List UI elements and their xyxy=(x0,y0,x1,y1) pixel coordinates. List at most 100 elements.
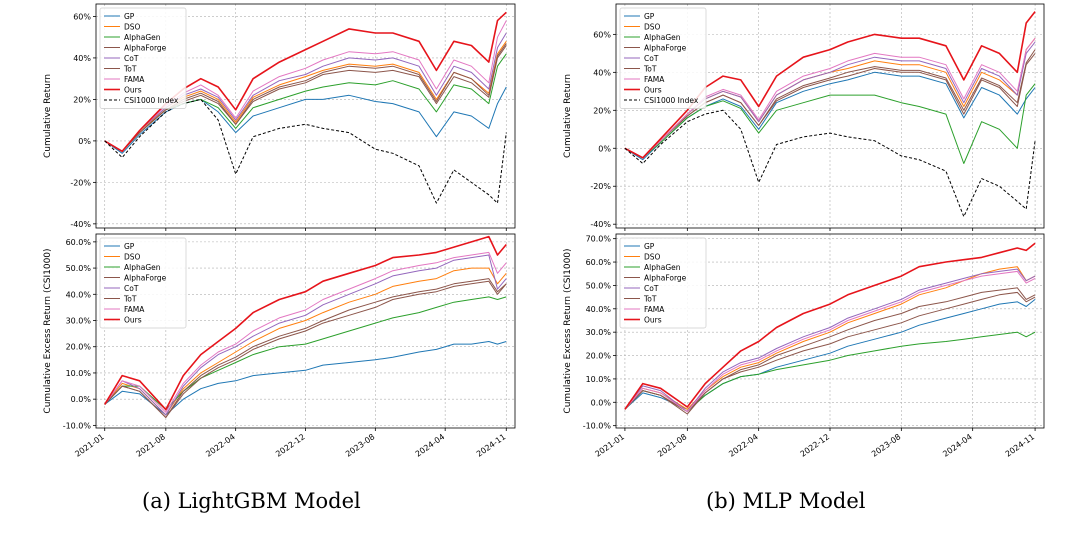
y-tick-label: 20.0% xyxy=(66,343,92,352)
legend-label: AlphaForge xyxy=(644,43,687,52)
y-tick-label: -10.0% xyxy=(583,422,612,431)
legend-label: GP xyxy=(124,242,135,251)
y-tick-label: -20% xyxy=(590,182,611,191)
legend-label: CoT xyxy=(644,284,659,293)
y-tick-label: 30.0% xyxy=(586,328,612,337)
y-tick-label: 20.0% xyxy=(586,352,612,361)
caption-left: (a) LightGBM Model xyxy=(142,489,361,513)
y-tick-label: 60.0% xyxy=(66,238,92,247)
series-line-gp xyxy=(104,341,507,416)
plot-frame xyxy=(95,233,516,429)
legend-label: AlphaForge xyxy=(644,273,687,282)
panel-LightGBM-cumulative: -40% -20% 0% 20% 40% 60% Cumulative Return GPDS… xyxy=(43,3,516,231)
y-tick-label: -10.0% xyxy=(63,421,92,430)
plot-frame xyxy=(615,3,1045,229)
legend-label: Ours xyxy=(124,315,142,324)
legend-label: CoT xyxy=(644,54,659,63)
legend-label: Ours xyxy=(644,85,662,94)
y-tick-label: -20% xyxy=(70,178,91,187)
y-tick-label: 60% xyxy=(73,12,91,21)
x-tick-label: 2022-12 xyxy=(274,432,307,459)
y-axis-label: Cumulative Excess Return (CSI1000) xyxy=(43,248,53,413)
y-tick-label: 0.0% xyxy=(591,398,612,407)
series-line-alphagen xyxy=(624,83,1036,164)
series-line-tot xyxy=(104,278,507,418)
y-axis-label: Cumulative Return xyxy=(563,74,573,158)
legend-label: AlphaGen xyxy=(644,263,681,272)
y-tick-label: 20% xyxy=(593,106,611,115)
legend-label: CoT xyxy=(124,54,139,63)
x-tick-label: 2021-01 xyxy=(594,432,627,459)
legend-label: AlphaGen xyxy=(124,263,161,272)
legend-label: Ours xyxy=(124,85,142,94)
caption-right: (b) MLP Model xyxy=(706,489,866,513)
legend-label: ToT xyxy=(643,294,657,303)
series-line-csi1000-index xyxy=(624,109,1036,218)
panel-LightGBM-excess: -10.0% 0.0% 10.0% 20.0% 30.0% 40.0% 50.0% 60.0%… xyxy=(43,233,516,459)
x-tick-label: 2024-04 xyxy=(941,432,974,459)
y-tick-label: 40.0% xyxy=(66,290,92,299)
series-line-tot xyxy=(624,49,1036,159)
x-tick-label: 2022-04 xyxy=(204,432,237,459)
y-tick-label: 0.0% xyxy=(71,395,92,404)
y-tick-label: 10.0% xyxy=(66,369,92,378)
y-tick-label: 20% xyxy=(73,95,91,104)
panel-MLP-excess: -10.0% 0.0% 10.0% 20.0% 30.0% 40.0% 50.0% 60.0%… xyxy=(563,233,1045,459)
legend-label: CSI1000 Index xyxy=(644,96,699,105)
legend-label: AlphaForge xyxy=(124,273,167,282)
x-tick-label: 2024-11 xyxy=(1004,432,1037,459)
plot-frame xyxy=(95,3,516,229)
y-tick-label: 0% xyxy=(598,144,611,153)
y-tick-label: 50.0% xyxy=(586,281,612,290)
legend-label: FAMA xyxy=(644,305,665,314)
series-line-tot xyxy=(624,287,1036,415)
legend-box xyxy=(619,237,707,329)
y-tick-label: 60.0% xyxy=(586,258,612,267)
legend-label: CSI1000 Index xyxy=(124,96,179,105)
x-tick-label: 2021-08 xyxy=(656,432,689,459)
y-tick-label: 40% xyxy=(73,54,91,63)
y-tick-label: 50.0% xyxy=(66,264,92,273)
series-line-csi1000-index xyxy=(104,98,507,204)
legend-box xyxy=(99,7,187,109)
x-tick-label: 2024-11 xyxy=(475,432,508,459)
y-tick-label: 30.0% xyxy=(66,317,92,326)
legend-label: AlphaGen xyxy=(644,33,681,42)
legend-label: ToT xyxy=(123,294,137,303)
series-line-alphaforge xyxy=(104,280,507,418)
legend-label: AlphaForge xyxy=(124,43,167,52)
x-tick-label: 2021-08 xyxy=(134,432,167,459)
legend-label: DSO xyxy=(644,252,661,261)
series-line-alphaforge xyxy=(624,291,1036,413)
legend-label: ToT xyxy=(123,64,137,73)
series-line-fama xyxy=(624,270,1036,413)
legend-label: GP xyxy=(644,12,655,21)
y-tick-label: 60% xyxy=(593,30,611,39)
legend-label: AlphaGen xyxy=(124,33,161,42)
y-tick-label: -40% xyxy=(70,220,91,229)
y-axis-label: Cumulative Return xyxy=(43,74,53,158)
legend-label: GP xyxy=(124,12,135,21)
series-line-ours xyxy=(624,242,1036,410)
series-line-dso xyxy=(104,267,507,416)
y-tick-label: 0% xyxy=(78,137,91,146)
series-lines xyxy=(624,242,1036,415)
legend-box xyxy=(99,237,187,329)
legend-label: DSO xyxy=(124,22,141,31)
series-lines xyxy=(104,235,507,418)
y-axis-label: Cumulative Excess Return (CSI1000) xyxy=(563,248,573,413)
legend-label: DSO xyxy=(124,252,141,261)
y-tick-label: 70.0% xyxy=(586,235,612,244)
series-line-ours xyxy=(104,235,507,411)
x-tick-label: 2023-08 xyxy=(870,432,903,459)
y-tick-label: 10.0% xyxy=(586,375,612,384)
x-tick-label: 2024-04 xyxy=(414,432,447,459)
legend-label: CoT xyxy=(124,284,139,293)
plot-frame xyxy=(615,233,1045,429)
legend-label: FAMA xyxy=(644,75,665,84)
